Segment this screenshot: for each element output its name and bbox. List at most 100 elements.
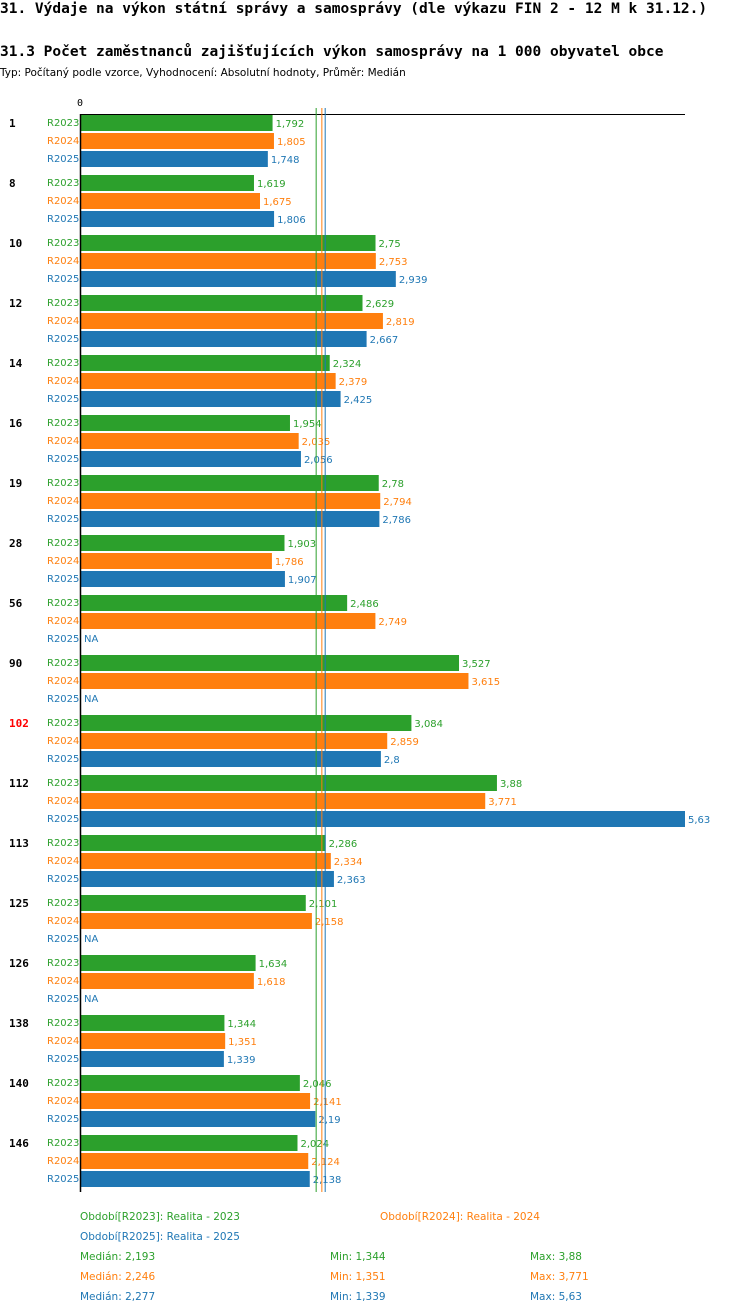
value-label-1-R2025: 1,748 <box>271 155 300 166</box>
bar-113-R2023 <box>80 835 326 851</box>
series-label-90-R2023: R2023 <box>47 658 79 669</box>
axis-zero-label: 0 <box>77 98 83 109</box>
value-label-12-R2025: 2,667 <box>370 335 399 346</box>
value-label-140-R2025: 2,19 <box>318 1115 340 1126</box>
bar-12-R2025 <box>80 331 367 347</box>
value-label-146-R2023: 2,024 <box>300 1139 329 1150</box>
value-label-102-R2023: 3,084 <box>414 719 443 730</box>
bar-146-R2025 <box>80 1171 310 1187</box>
value-label-8-R2023: 1,619 <box>257 179 286 190</box>
category-label-146: 146 <box>9 1137 29 1150</box>
category-label-56: 56 <box>9 597 23 610</box>
category-label-90: 90 <box>9 657 22 670</box>
value-label-90-R2023: 3,527 <box>462 659 491 670</box>
series-label-16-R2023: R2023 <box>47 418 79 429</box>
series-label-8-R2023: R2023 <box>47 178 79 189</box>
value-label-19-R2024: 2,794 <box>383 497 412 508</box>
value-label-28-R2023: 1,903 <box>287 539 316 550</box>
category-label-113: 113 <box>9 837 29 850</box>
legend-period-R2025: Období[R2025]: Realita - 2025 <box>80 1231 240 1243</box>
bar-125-R2024 <box>80 913 312 929</box>
bar-12-R2024 <box>80 313 383 329</box>
category-label-28: 28 <box>9 537 22 550</box>
bar-28-R2023 <box>80 535 285 551</box>
category-label-112: 112 <box>9 777 29 790</box>
bar-12-R2023 <box>80 295 363 311</box>
value-label-10-R2023: 2,75 <box>379 239 401 250</box>
value-label-16-R2025: 2,056 <box>304 455 333 466</box>
value-label-19-R2025: 2,786 <box>382 515 411 526</box>
legend-period-R2024: Období[R2024]: Realita - 2024 <box>380 1211 540 1223</box>
series-label-112-R2023: R2023 <box>47 778 79 789</box>
legend-min-R2025: Min: 1,339 <box>330 1291 386 1303</box>
series-label-19-R2024: R2024 <box>47 496 79 507</box>
value-label-113-R2025: 2,363 <box>337 875 366 886</box>
value-label-8-R2025: 1,806 <box>277 215 306 226</box>
bar-8-R2023 <box>80 175 254 191</box>
bar-14-R2025 <box>80 391 341 407</box>
series-label-56-R2024: R2024 <box>47 616 79 627</box>
bar-112-R2025 <box>80 811 685 827</box>
na-label-56-R2025: NA <box>84 634 98 645</box>
bar-90-R2024 <box>80 673 469 689</box>
bar-146-R2024 <box>80 1153 309 1169</box>
series-label-126-R2025: R2025 <box>47 994 79 1005</box>
chart-info: Typ: Počítaný podle vzorce, Vyhodnocení:… <box>0 67 406 79</box>
series-label-56-R2025: R2025 <box>47 634 79 645</box>
category-label-10: 10 <box>9 237 22 250</box>
category-label-102: 102 <box>9 717 29 730</box>
series-label-102-R2024: R2024 <box>47 736 79 747</box>
bar-10-R2024 <box>80 253 376 269</box>
series-label-140-R2025: R2025 <box>47 1114 79 1125</box>
category-label-16: 16 <box>9 417 23 430</box>
bar-102-R2024 <box>80 733 388 749</box>
category-label-140: 140 <box>9 1077 29 1090</box>
series-label-102-R2023: R2023 <box>47 718 79 729</box>
value-label-1-R2023: 1,792 <box>276 119 305 130</box>
series-label-146-R2023: R2023 <box>47 1138 79 1149</box>
value-label-126-R2024: 1,618 <box>257 977 286 988</box>
series-label-12-R2025: R2025 <box>47 334 79 345</box>
value-label-126-R2023: 1,634 <box>259 959 288 970</box>
series-label-125-R2023: R2023 <box>47 898 79 909</box>
value-label-8-R2024: 1,675 <box>263 197 292 208</box>
series-label-138-R2023: R2023 <box>47 1018 79 1029</box>
bar-138-R2024 <box>80 1033 226 1049</box>
series-label-28-R2024: R2024 <box>47 556 79 567</box>
bar-14-R2024 <box>80 373 336 389</box>
category-label-19: 19 <box>9 477 22 490</box>
series-label-140-R2024: R2024 <box>47 1096 79 1107</box>
series-label-113-R2023: R2023 <box>47 838 79 849</box>
value-label-14-R2024: 2,379 <box>339 377 368 388</box>
bar-126-R2024 <box>80 973 254 989</box>
series-label-113-R2024: R2024 <box>47 856 79 867</box>
bar-16-R2025 <box>80 451 301 467</box>
series-label-8-R2025: R2025 <box>47 214 79 225</box>
legend-period-R2023: Období[R2023]: Realita - 2023 <box>80 1211 240 1223</box>
legend-min-R2024: Min: 1,351 <box>330 1271 386 1283</box>
bar-16-R2024 <box>80 433 299 449</box>
series-label-19-R2023: R2023 <box>47 478 79 489</box>
series-label-138-R2025: R2025 <box>47 1054 79 1065</box>
legend-max-R2025: Max: 5,63 <box>530 1291 582 1303</box>
value-label-112-R2024: 3,771 <box>488 797 517 808</box>
value-label-138-R2024: 1,351 <box>228 1037 257 1048</box>
bar-1-R2023 <box>80 115 273 131</box>
series-label-140-R2023: R2023 <box>47 1078 79 1089</box>
series-label-112-R2024: R2024 <box>47 796 79 807</box>
bar-140-R2024 <box>80 1093 311 1109</box>
category-label-8: 8 <box>9 177 16 190</box>
bar-112-R2024 <box>80 793 486 809</box>
series-label-8-R2024: R2024 <box>47 196 79 207</box>
legend-max-R2023: Max: 3,88 <box>530 1251 582 1263</box>
bar-138-R2023 <box>80 1015 225 1031</box>
legend-median-R2023: Medián: 2,193 <box>80 1251 155 1263</box>
bar-16-R2023 <box>80 415 290 431</box>
value-label-28-R2024: 1,786 <box>275 557 304 568</box>
legend-min-R2023: Min: 1,344 <box>330 1251 386 1263</box>
na-label-125-R2025: NA <box>84 934 98 945</box>
bar-1-R2024 <box>80 133 274 149</box>
value-label-12-R2024: 2,819 <box>386 317 415 328</box>
value-label-138-R2025: 1,339 <box>227 1055 256 1066</box>
